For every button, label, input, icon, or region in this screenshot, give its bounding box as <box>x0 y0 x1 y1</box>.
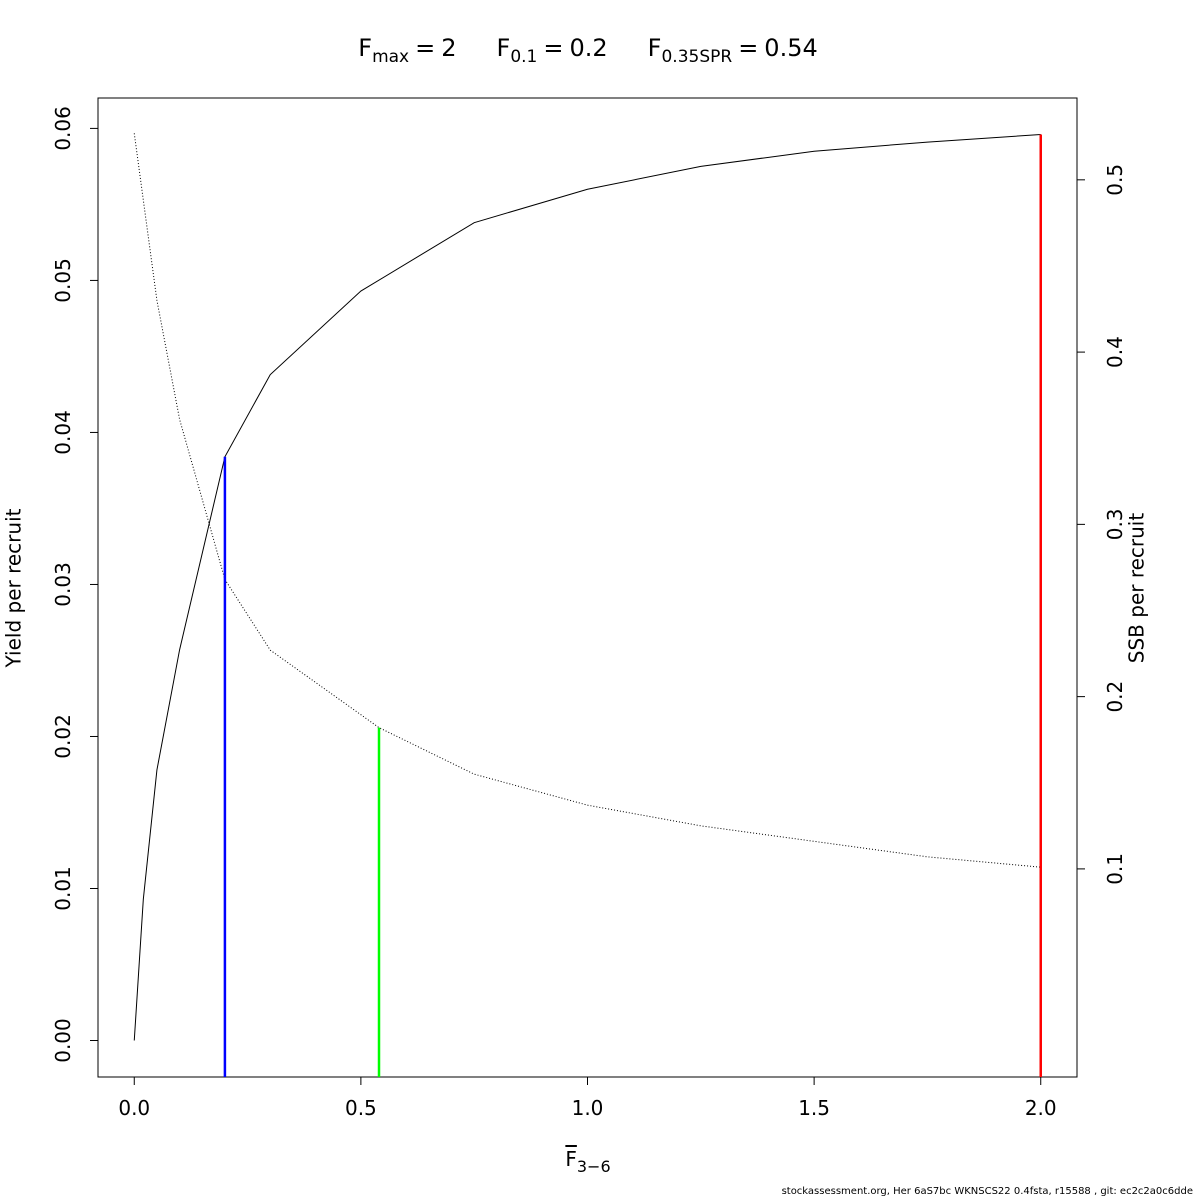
title-subscript: 0.1 <box>510 47 537 67</box>
y2-tick-label: 0.1 <box>1103 853 1127 885</box>
y2-tick-label: 0.3 <box>1103 508 1127 540</box>
yield-curve <box>133 133 1041 1041</box>
y2-axis-label: SSB per recruit <box>1125 513 1149 664</box>
y-axis-label: Yield per recruit <box>2 508 26 668</box>
title-symbol: F <box>497 34 511 62</box>
y-tick-label: 0.03 <box>51 562 75 607</box>
y2-tick-label: 0.5 <box>1103 164 1127 196</box>
chart-title: Fmax = 2 F0.1 = 0.2 F0.35SPR = 0.54 <box>358 34 817 67</box>
y-tick-label: 0.06 <box>51 106 75 151</box>
x-label-symbol: F <box>565 1147 577 1171</box>
title-symbol: F <box>648 34 662 62</box>
footer: stockassessment.org, Her 6aS7bc WKNSCS22… <box>782 1186 1193 1197</box>
x-tick-label: 1.0 <box>572 1096 604 1120</box>
ssb-curve <box>133 133 1041 868</box>
title-subscript: max <box>372 47 409 67</box>
title-subscript: 0.35SPR <box>661 47 732 67</box>
y2-tick-label: 0.4 <box>1103 336 1127 368</box>
title-relation: = <box>738 34 758 62</box>
x-axis-label: F3−6 <box>565 1147 610 1176</box>
y-tick-label: 0.04 <box>51 410 75 455</box>
y-tick-label: 0.00 <box>51 1018 75 1063</box>
y-tick-label: 0.05 <box>51 258 75 303</box>
title-symbol: F <box>358 34 372 62</box>
y2-tick-label: 0.2 <box>1103 681 1127 713</box>
x-tick-label: 0.5 <box>345 1096 377 1120</box>
x-tick-label: 1.5 <box>798 1096 830 1120</box>
x-label-subscript: 3−6 <box>577 1157 611 1176</box>
title-relation: = <box>543 34 563 62</box>
plot-frame <box>97 97 1078 1078</box>
y-tick-label: 0.01 <box>51 866 75 911</box>
title-value: 0.2 <box>569 34 607 62</box>
title-value: 2 <box>441 34 456 62</box>
x-tick-label: 0.0 <box>118 1096 150 1120</box>
title-value: 0.54 <box>764 34 817 62</box>
y-tick-label: 0.02 <box>51 714 75 759</box>
title-relation: = <box>415 34 435 62</box>
x-tick-label: 2.0 <box>1025 1096 1057 1120</box>
